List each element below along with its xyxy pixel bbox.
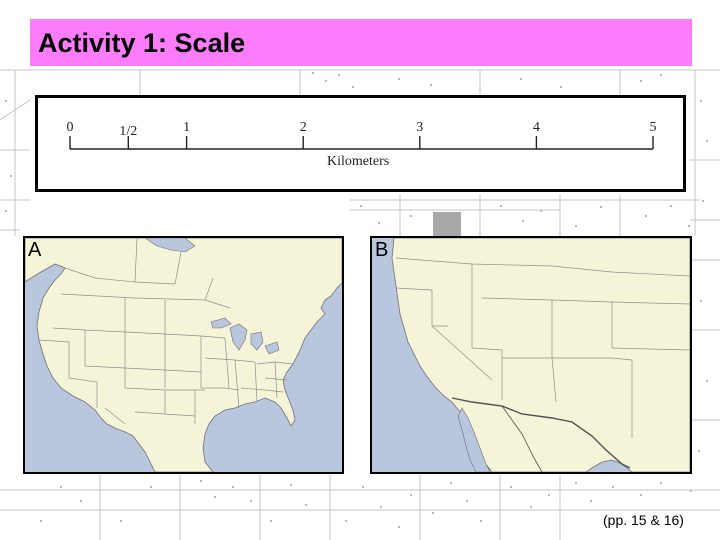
- slide-title: Activity 1: Scale: [38, 28, 246, 58]
- map-a-label: A: [28, 239, 42, 261]
- map-b-southwest-us: B: [370, 236, 692, 474]
- map-b-label: B: [375, 239, 389, 261]
- scale-tick-label: 5: [650, 120, 657, 135]
- scale-tick-label: 1/2: [119, 124, 137, 139]
- scale-tick-label: 2: [300, 120, 307, 135]
- page-reference: (pp. 15 & 16): [603, 512, 684, 528]
- scale-unit-label: Kilometers: [327, 154, 389, 169]
- title-bar: Activity 1: Scale: [30, 19, 692, 66]
- scale-tick-label: 4: [533, 120, 540, 135]
- scale-bar-panel: 0 1/2 1 2 3 4 5 Kilometers: [35, 95, 686, 192]
- scale-tick-label: 0: [67, 120, 74, 135]
- scale-tick-label: 1: [183, 120, 190, 135]
- scale-tick-label: 3: [416, 120, 423, 135]
- map-a-north-america: A: [23, 236, 344, 474]
- scale-bar: 0 1/2 1 2 3 4 5 Kilometers: [67, 120, 657, 169]
